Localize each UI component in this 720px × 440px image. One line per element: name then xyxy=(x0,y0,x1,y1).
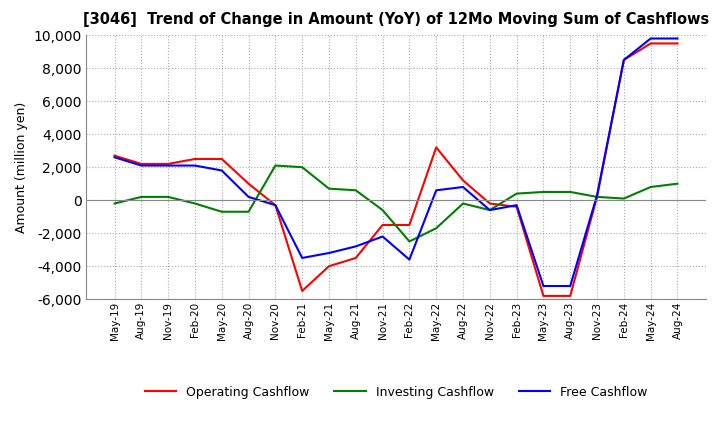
Legend: Operating Cashflow, Investing Cashflow, Free Cashflow: Operating Cashflow, Investing Cashflow, … xyxy=(140,381,652,404)
Line: Free Cashflow: Free Cashflow xyxy=(114,38,678,286)
Operating Cashflow xyxy=(647,41,655,46)
Free Cashflow xyxy=(593,193,601,198)
Operating Cashflow xyxy=(351,255,360,260)
Free Cashflow xyxy=(485,208,494,213)
Free Cashflow xyxy=(271,202,279,208)
Operating Cashflow xyxy=(244,181,253,187)
Operating Cashflow xyxy=(298,288,307,293)
Free Cashflow xyxy=(647,36,655,41)
Y-axis label: Amount (million yen): Amount (million yen) xyxy=(14,102,28,233)
Operating Cashflow xyxy=(619,57,628,62)
Investing Cashflow xyxy=(217,209,226,214)
Operating Cashflow xyxy=(191,156,199,161)
Free Cashflow xyxy=(191,163,199,168)
Investing Cashflow xyxy=(191,201,199,206)
Investing Cashflow xyxy=(405,239,414,244)
Operating Cashflow xyxy=(325,264,333,269)
Investing Cashflow xyxy=(244,209,253,214)
Free Cashflow xyxy=(164,163,173,168)
Investing Cashflow xyxy=(647,184,655,190)
Operating Cashflow xyxy=(164,161,173,166)
Investing Cashflow xyxy=(513,191,521,196)
Investing Cashflow xyxy=(271,163,279,168)
Free Cashflow xyxy=(619,57,628,62)
Investing Cashflow xyxy=(485,208,494,213)
Free Cashflow xyxy=(325,250,333,256)
Line: Operating Cashflow: Operating Cashflow xyxy=(114,44,678,296)
Free Cashflow xyxy=(513,202,521,208)
Investing Cashflow xyxy=(325,186,333,191)
Free Cashflow xyxy=(432,187,441,193)
Operating Cashflow xyxy=(539,293,548,299)
Free Cashflow xyxy=(566,283,575,289)
Investing Cashflow xyxy=(351,187,360,193)
Investing Cashflow xyxy=(539,189,548,194)
Operating Cashflow xyxy=(432,145,441,150)
Operating Cashflow xyxy=(485,201,494,206)
Operating Cashflow xyxy=(271,202,279,208)
Free Cashflow xyxy=(110,154,119,160)
Free Cashflow xyxy=(244,194,253,200)
Investing Cashflow xyxy=(566,189,575,194)
Investing Cashflow xyxy=(137,194,145,200)
Investing Cashflow xyxy=(164,194,173,200)
Investing Cashflow xyxy=(110,201,119,206)
Operating Cashflow xyxy=(673,41,682,46)
Operating Cashflow xyxy=(566,293,575,299)
Free Cashflow xyxy=(378,234,387,239)
Line: Investing Cashflow: Investing Cashflow xyxy=(114,165,678,242)
Operating Cashflow xyxy=(513,204,521,209)
Free Cashflow xyxy=(459,184,467,190)
Investing Cashflow xyxy=(619,196,628,201)
Operating Cashflow xyxy=(217,156,226,161)
Free Cashflow xyxy=(405,257,414,262)
Operating Cashflow xyxy=(378,222,387,227)
Free Cashflow xyxy=(137,163,145,168)
Operating Cashflow xyxy=(593,194,601,200)
Investing Cashflow xyxy=(593,194,601,200)
Free Cashflow xyxy=(298,255,307,260)
Investing Cashflow xyxy=(298,165,307,170)
Free Cashflow xyxy=(673,36,682,41)
Investing Cashflow xyxy=(459,201,467,206)
Title: [3046]  Trend of Change in Amount (YoY) of 12Mo Moving Sum of Cashflows: [3046] Trend of Change in Amount (YoY) o… xyxy=(83,12,709,27)
Free Cashflow xyxy=(351,244,360,249)
Investing Cashflow xyxy=(673,181,682,187)
Operating Cashflow xyxy=(137,161,145,166)
Operating Cashflow xyxy=(405,222,414,227)
Operating Cashflow xyxy=(110,153,119,158)
Free Cashflow xyxy=(217,168,226,173)
Free Cashflow xyxy=(539,283,548,289)
Investing Cashflow xyxy=(378,208,387,213)
Investing Cashflow xyxy=(432,226,441,231)
Operating Cashflow xyxy=(459,178,467,183)
